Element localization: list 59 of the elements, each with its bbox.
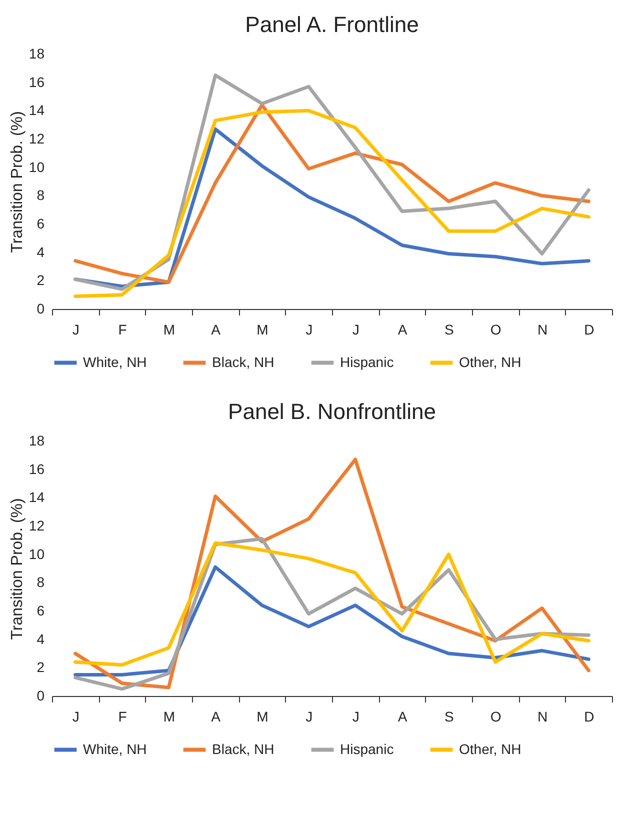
x-tick-label: O: [490, 708, 502, 724]
x-tick-label: A: [398, 708, 408, 724]
legend-label: Hispanic: [340, 740, 394, 757]
x-tick-label: J: [352, 708, 360, 724]
x-tick-label: A: [398, 322, 408, 338]
y-tick-label: 8: [36, 574, 45, 590]
x-tick-label: S: [444, 708, 454, 724]
x-tick-label: J: [306, 708, 313, 724]
y-tick-label: 6: [36, 602, 45, 618]
x-tick-label: D: [584, 322, 594, 338]
legend-label: Black, NH: [212, 354, 274, 370]
y-tick-label: 6: [36, 216, 45, 232]
y-tick-label: 14: [28, 102, 45, 118]
y-tick-label: 2: [36, 272, 45, 288]
x-tick-label: D: [584, 708, 594, 724]
x-tick-label: N: [537, 708, 548, 724]
legend-label: Other, NH: [459, 740, 522, 757]
y-tick-label: 12: [28, 518, 45, 534]
y-tick-label: 12: [28, 130, 45, 146]
legend-label: White, NH: [83, 740, 147, 757]
x-tick-label: S: [444, 322, 454, 338]
x-tick-label: J: [352, 322, 360, 338]
y-tick-label: 10: [28, 158, 45, 175]
y-tick-label: 18: [28, 432, 45, 448]
legend-label: Other, NH: [459, 354, 522, 370]
legend-label: Black, NH: [212, 740, 274, 757]
x-tick-label: M: [256, 322, 268, 338]
y-tick-label: 2: [36, 659, 45, 676]
line-series: [74, 541, 590, 667]
x-tick-label: F: [118, 322, 127, 338]
y-axis-title: Transition Prob. (%): [8, 498, 26, 640]
legend-label: Hispanic: [340, 354, 394, 370]
x-tick-label: J: [306, 322, 313, 338]
x-tick-label: M: [163, 708, 176, 724]
y-tick-label: 18: [28, 46, 45, 62]
x-tick-label: O: [490, 322, 502, 338]
x-tick-label: J: [72, 322, 80, 338]
y-tick-label: 16: [28, 460, 45, 477]
legend-label: White, NH: [83, 354, 147, 370]
line-series: [74, 565, 590, 676]
x-tick-label: A: [211, 322, 222, 338]
x-tick-label: M: [163, 322, 176, 338]
y-tick-label: 10: [28, 546, 45, 562]
x-tick-label: N: [537, 322, 548, 338]
x-tick-label: F: [118, 708, 127, 724]
y-axis-title: Transition Prob. (%): [8, 111, 26, 253]
line-series: [74, 74, 590, 291]
y-tick-label: 8: [36, 187, 45, 204]
y-tick-label: 4: [36, 630, 45, 647]
y-tick-label: 4: [36, 244, 45, 260]
chart-title: Panel A. Frontline: [245, 12, 419, 37]
y-tick-label: 0: [36, 300, 45, 316]
y-tick-label: 16: [28, 74, 45, 90]
y-tick-label: 0: [36, 688, 45, 704]
x-tick-label: A: [211, 708, 222, 724]
y-tick-label: 14: [28, 489, 45, 506]
x-tick-label: J: [72, 708, 80, 724]
chart-title: Panel B. Nonfrontline: [228, 399, 436, 424]
x-tick-label: M: [256, 708, 268, 724]
